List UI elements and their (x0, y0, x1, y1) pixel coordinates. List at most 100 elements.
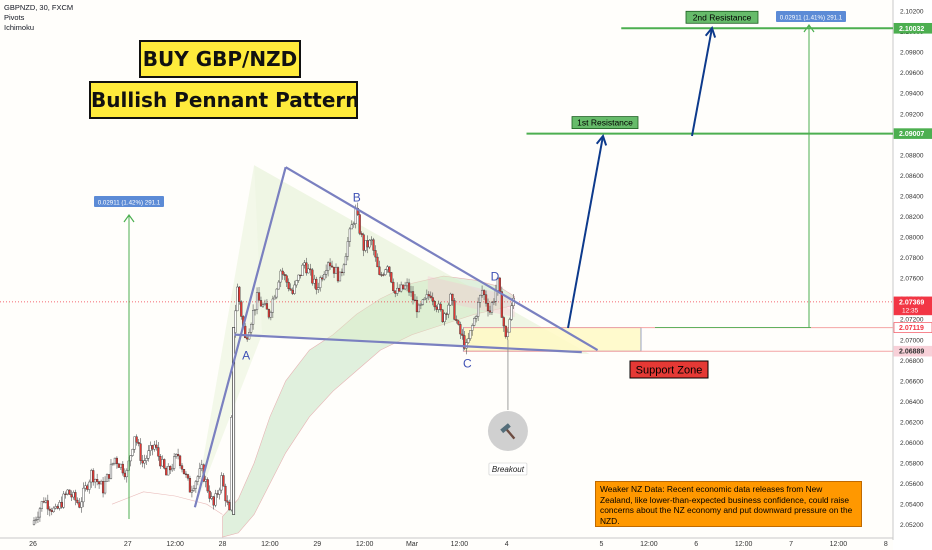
candle-body (394, 290, 397, 294)
candle-body (279, 270, 282, 283)
candle-body (246, 337, 249, 340)
price-tick: 2.06600 (900, 378, 924, 385)
candle-body (101, 481, 105, 494)
candle-body (275, 288, 278, 298)
price-tick: 2.09400 (900, 91, 924, 98)
candle-body (332, 266, 336, 274)
candle-body (82, 487, 85, 503)
candle-body (190, 490, 194, 493)
candle-body (50, 510, 53, 512)
candle-body (295, 280, 298, 286)
candle-body (303, 262, 306, 266)
candle-body (100, 481, 103, 485)
candle-body (382, 274, 385, 276)
candle-body (54, 506, 57, 509)
candle-body (40, 501, 43, 509)
candle-body (94, 479, 97, 483)
candle-body (413, 299, 417, 301)
candle-body (109, 463, 113, 479)
candle-body (311, 269, 314, 284)
candle-body (121, 463, 124, 474)
candle-body (461, 333, 464, 336)
candle-body (475, 316, 478, 319)
candle-body (257, 292, 261, 301)
projection-arrow-1-head (595, 133, 608, 146)
price-label-box-3 (893, 296, 932, 316)
candle-body (149, 445, 152, 452)
candle-body (52, 507, 55, 512)
candle-body (230, 416, 233, 511)
candle-body (32, 520, 36, 525)
time-tick: 8 (884, 541, 888, 548)
candle-body (378, 266, 381, 275)
candle-body (386, 266, 389, 270)
candle-body (64, 493, 67, 495)
candle-body (60, 501, 63, 508)
candle-body (86, 485, 89, 490)
candle-body (346, 241, 349, 257)
price-label-4: 2.07119 (899, 325, 924, 332)
candle-body (269, 312, 272, 318)
candle-body (480, 290, 484, 296)
candle-body (309, 268, 312, 271)
candle-body (123, 472, 126, 478)
candle-body (407, 282, 411, 293)
candle-body (188, 477, 192, 493)
candle-body (157, 447, 160, 457)
candle-body (261, 304, 265, 307)
candle-body (435, 306, 438, 310)
candle-body (62, 493, 65, 508)
candle-body (336, 267, 340, 282)
candle-body (334, 267, 338, 274)
candle-body (344, 256, 347, 266)
time-tick: 12:00 (640, 541, 658, 548)
pennant-upper-line (285, 166, 599, 352)
time-tick: 29 (313, 541, 321, 548)
pennant-area (254, 165, 590, 355)
candle-body (421, 299, 424, 305)
indicator-ichimoku[interactable]: Ichimoku (4, 23, 35, 32)
candle-body (78, 502, 81, 508)
candle-body (445, 313, 448, 315)
measure-arrow-1-head (123, 213, 135, 223)
candle-body (388, 266, 391, 273)
candle-body (467, 338, 470, 343)
candle-body (437, 303, 440, 310)
candle-body (447, 304, 450, 315)
indicator-pivots[interactable]: Pivots (4, 13, 25, 22)
candle-body (376, 256, 379, 268)
candle-body (449, 293, 452, 306)
candle-body (46, 500, 49, 510)
candle-body (68, 489, 71, 495)
candle-body (66, 489, 69, 495)
candle-body (287, 281, 290, 289)
candle-body (98, 481, 101, 485)
candle-body (317, 287, 320, 290)
candle-body (392, 281, 395, 292)
candle-body (70, 494, 73, 498)
candle-body (510, 305, 513, 320)
candle-body (319, 277, 322, 288)
candle-body (327, 262, 330, 271)
candle-body (473, 318, 476, 326)
price-tick: 2.07000 (900, 337, 924, 344)
candle-body (216, 493, 219, 495)
measure-label-1: 0.02911 (1.42%) 291.1 (98, 200, 161, 207)
time-tick: Mar (406, 541, 419, 548)
price-tick: 2.08800 (900, 152, 924, 159)
symbol-line[interactable]: GBPNZD, 30, FXCM (4, 3, 74, 12)
candle-body (115, 457, 118, 465)
candle-body (259, 300, 263, 307)
candle-body (490, 302, 494, 313)
candle-body (380, 274, 383, 276)
candle-body (451, 293, 454, 301)
candle-body (48, 508, 51, 511)
candle-body (494, 290, 498, 302)
candle-body (143, 460, 146, 464)
time-tick: 12:00 (451, 541, 469, 548)
candle-body (135, 436, 138, 443)
measure-label-2: 0.02911 (1.41%) 291.1 (780, 15, 843, 22)
price-tick: 2.05400 (900, 502, 924, 509)
candle-body (427, 294, 430, 297)
